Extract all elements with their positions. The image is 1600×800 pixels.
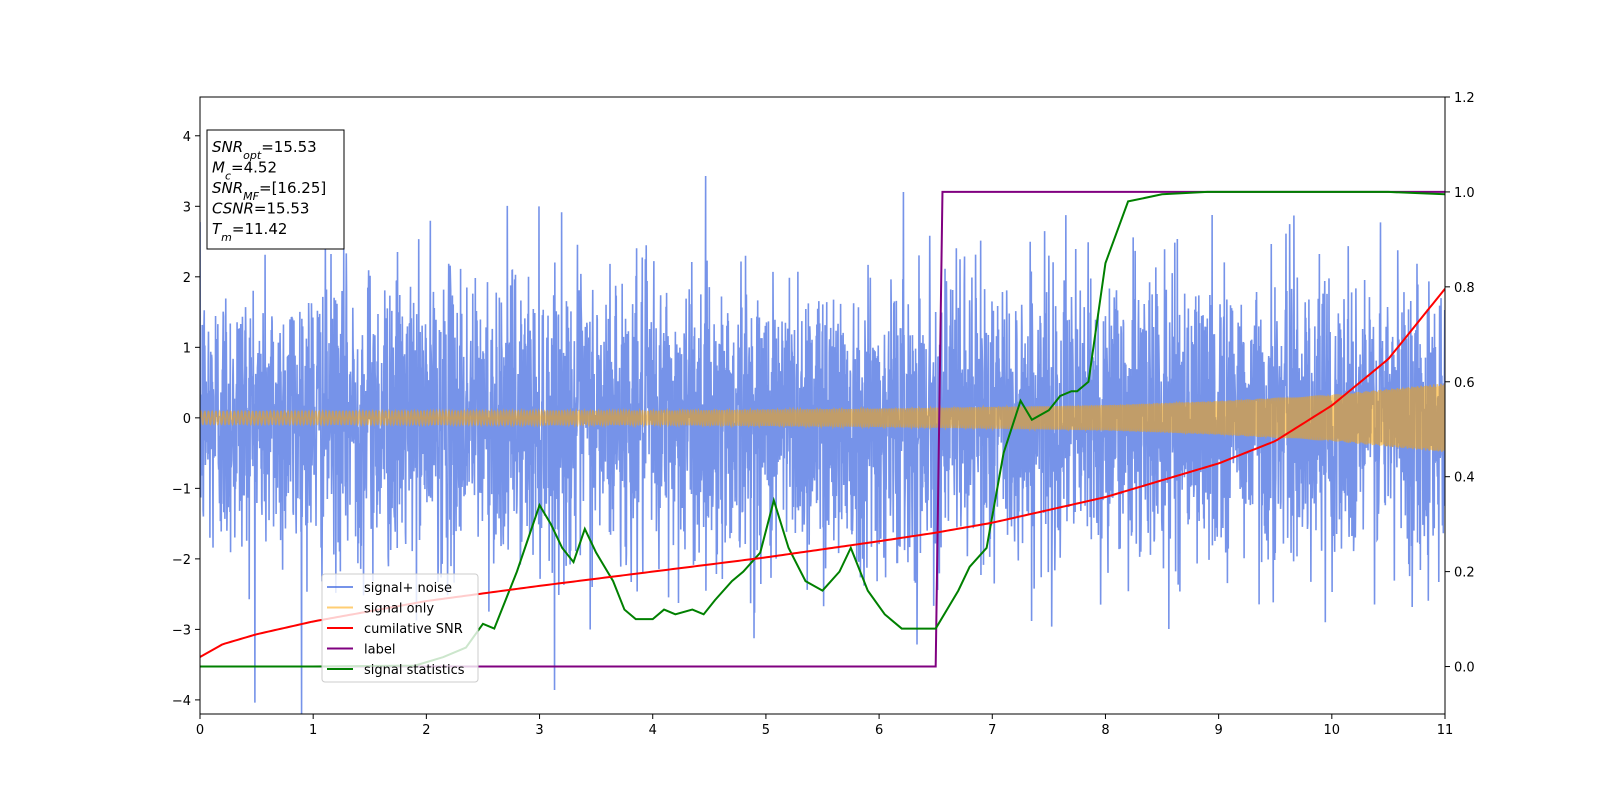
- annotation-sub-4: m: [221, 231, 232, 244]
- y-left-tick-label: 4: [183, 130, 191, 145]
- x-tick-label: 5: [762, 723, 770, 738]
- plot-area: [200, 175, 1445, 714]
- x-tick-label: 8: [1101, 723, 1109, 738]
- y-left-tick-label: 0: [183, 412, 191, 427]
- y-left-tick-label: −2: [172, 553, 191, 568]
- annotation-value-0: =15.53: [261, 138, 317, 156]
- axes-frame: [199, 96, 1446, 715]
- y-right-tick-label: 1.0: [1454, 186, 1475, 201]
- annotation-box: SNRopt=15.53Mc=4.52SNRMF=[16.25]CSNR=15.…: [206, 129, 345, 250]
- series-signal-statistics-line: [200, 190, 1445, 668]
- annotation-line-2: SNRMF=[16.25]: [212, 179, 326, 203]
- legend: signal+ noise signal only cumilative SNR la…: [321, 573, 479, 683]
- annotation-value-3: =15.53: [254, 200, 310, 218]
- y-left-tick-label: 2: [183, 271, 191, 286]
- series-signal-only-line: [200, 383, 1445, 452]
- annotation-base-2: SNR: [212, 179, 243, 197]
- x-tick-label: 11: [1437, 723, 1454, 738]
- legend-label-2: cumilative SNR: [364, 622, 463, 637]
- annotation-base-3: CSNR: [212, 200, 254, 218]
- annotation-line-1: Mc=4.52: [212, 159, 277, 183]
- legend-label-1: signal only: [364, 602, 434, 617]
- annotation-value-2: =[16.25]: [259, 179, 326, 197]
- annotation-line-0: SNRopt=15.53: [212, 138, 317, 162]
- legend-frame: [321, 573, 479, 683]
- annotation-value-1: =4.52: [231, 159, 277, 177]
- axes: 0 1 2 3 4 5 6 7 8 9 10 11 −4 −3 −2 −1 0 1 2 3 4 0.0 0.2 0.4 0.6 0…: [172, 91, 1475, 738]
- x-tick-label: 1: [309, 723, 317, 738]
- annotation-base-4: T: [212, 220, 223, 238]
- annotation-line-4: Tm=11.42: [212, 220, 287, 244]
- annotation-sub-2: MF: [243, 190, 259, 203]
- y-left-tick-label: −3: [172, 623, 191, 638]
- y-right-tick-label: 0.6: [1454, 376, 1475, 391]
- x-tick-label: 10: [1324, 723, 1341, 738]
- annotation-sub-1: c: [225, 169, 231, 182]
- legend-label-4: signal statistics: [364, 663, 465, 678]
- y-right-tick-label: 0.4: [1454, 471, 1475, 486]
- x-tick-label: 4: [649, 723, 657, 738]
- y-left-tick-label: −1: [172, 482, 191, 497]
- annotation-frame: [206, 129, 345, 250]
- annotation-line-3: CSNR=15.53: [212, 200, 309, 218]
- legend-label-3: label: [364, 643, 395, 658]
- x-tick-label: 2: [422, 723, 430, 738]
- y-right-tick-label: 0.2: [1454, 566, 1475, 581]
- x-tick-label: 7: [988, 723, 996, 738]
- y-left-tick-label: 1: [183, 341, 191, 356]
- x-tick-label: 9: [1214, 723, 1222, 738]
- y-left-tick-label: −4: [172, 694, 191, 709]
- x-tick-label: 3: [535, 723, 543, 738]
- y-right-tick-label: 0.8: [1454, 281, 1475, 296]
- plot-clip-group: [200, 175, 1445, 714]
- annotation-value-4: =11.42: [232, 220, 288, 238]
- annotation-base-0: SNR: [212, 138, 243, 156]
- x-tick-label: 0: [196, 723, 204, 738]
- legend-label-0: signal+ noise: [364, 581, 452, 596]
- annotation-sub-0: opt: [243, 149, 262, 162]
- annotation-base-1: M: [212, 159, 225, 177]
- y-right-tick-label: 0.0: [1454, 661, 1475, 676]
- y-right-tick-label: 1.2: [1454, 91, 1475, 106]
- x-tick-label: 6: [875, 723, 883, 738]
- y-left-tick-label: 3: [183, 200, 191, 215]
